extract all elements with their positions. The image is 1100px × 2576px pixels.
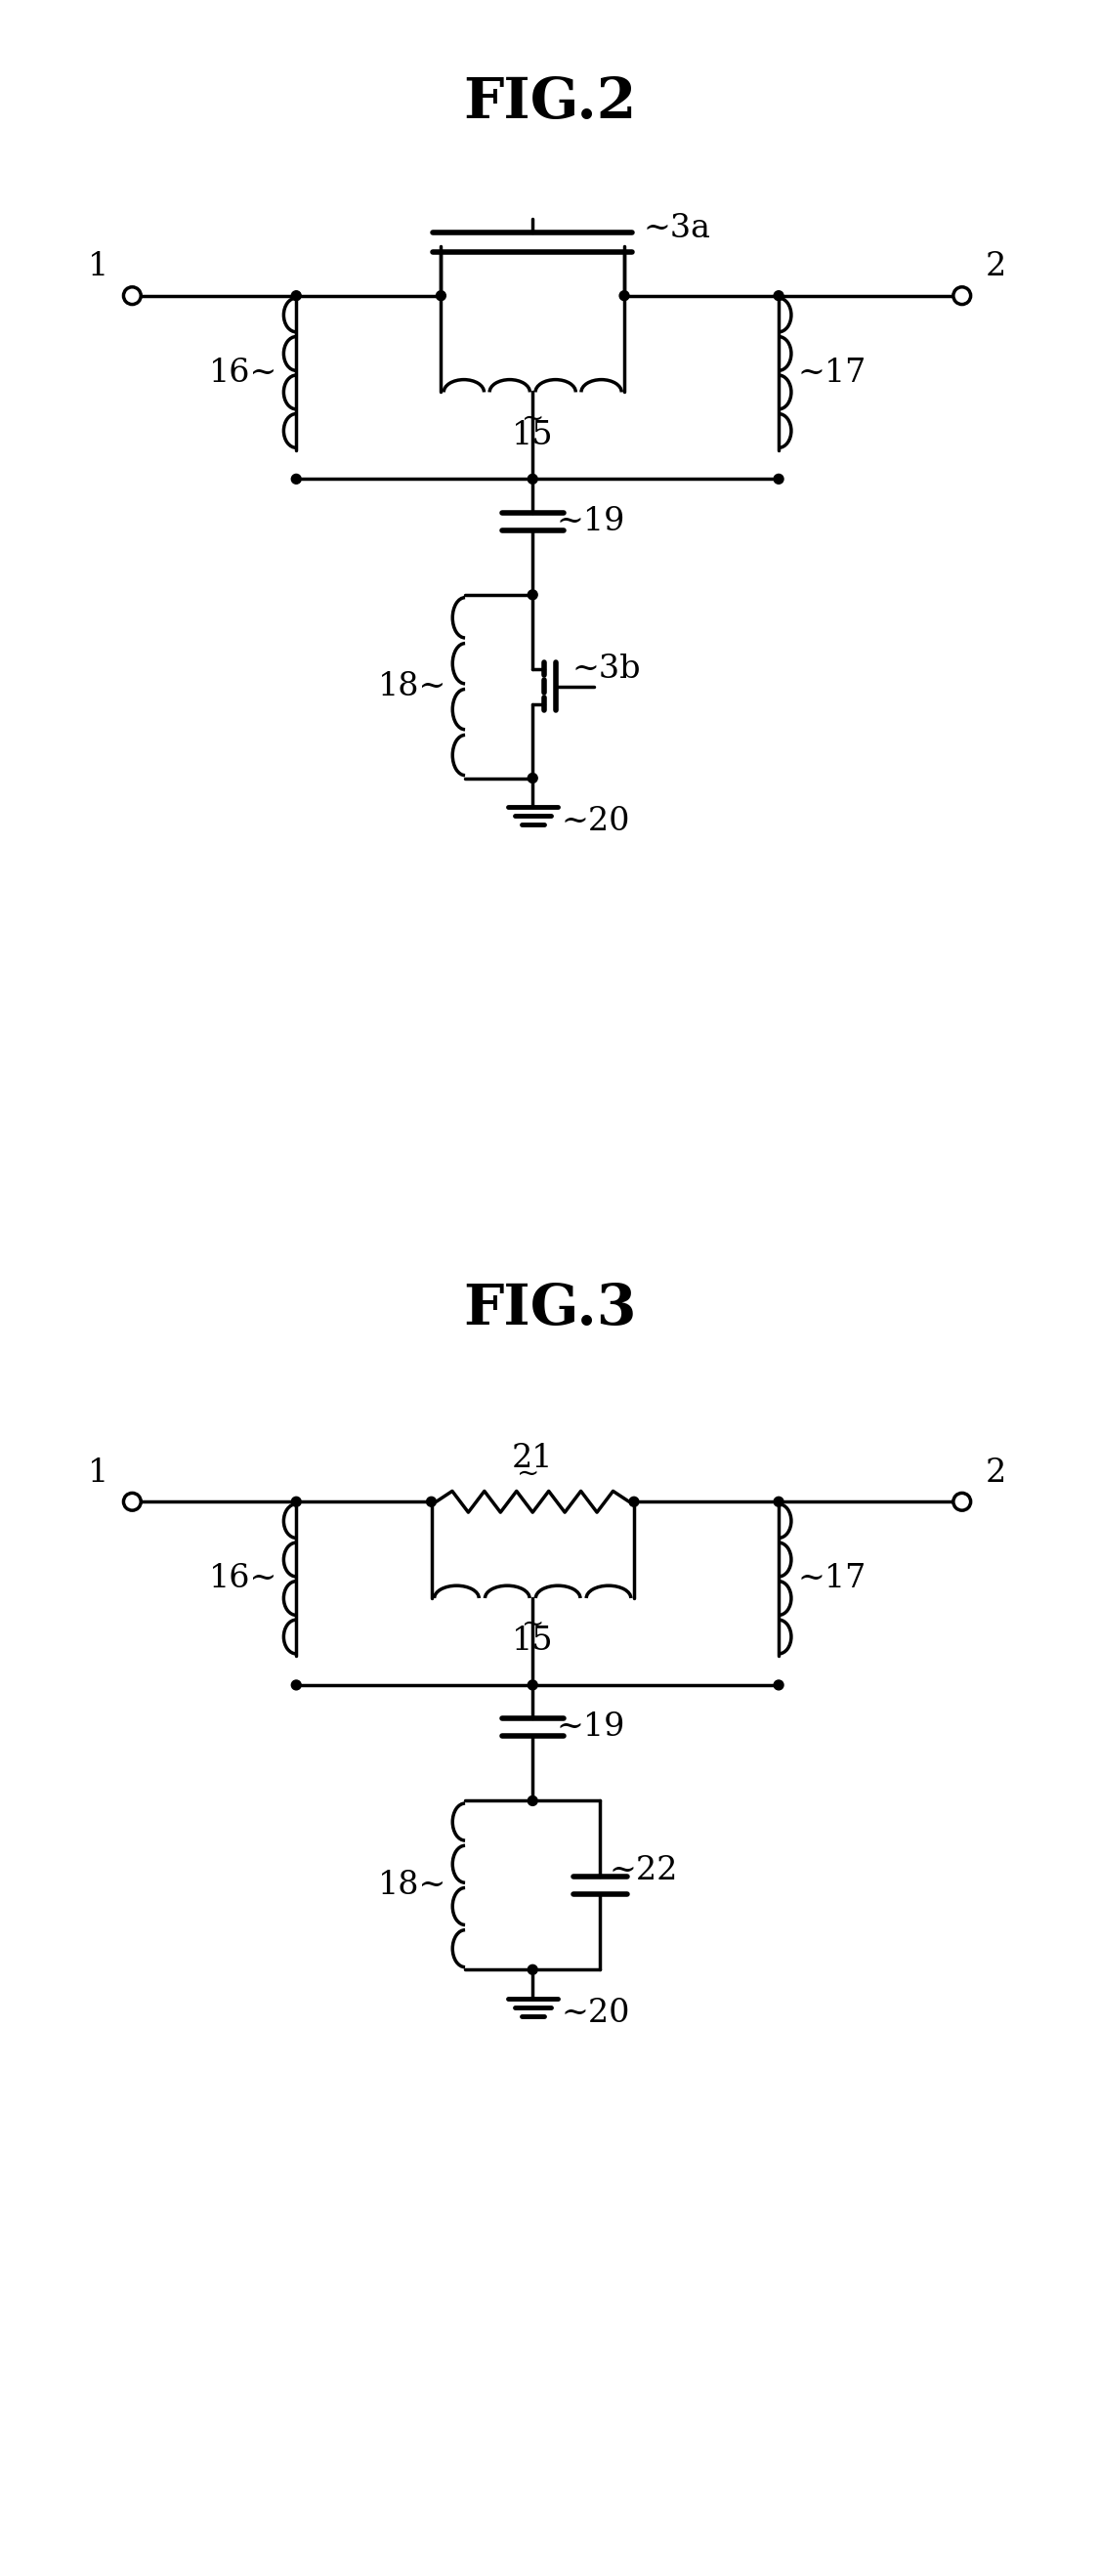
- Text: FIG.2: FIG.2: [463, 75, 637, 129]
- Text: 2: 2: [986, 250, 1007, 283]
- Circle shape: [123, 286, 141, 304]
- Text: ~19: ~19: [557, 1713, 625, 1744]
- Text: 1: 1: [88, 250, 109, 283]
- Circle shape: [436, 291, 446, 301]
- Circle shape: [292, 291, 301, 301]
- Text: 1: 1: [88, 1458, 109, 1489]
- Text: ~: ~: [521, 407, 544, 433]
- Text: 21: 21: [512, 1443, 553, 1473]
- Text: ~3b: ~3b: [572, 654, 640, 685]
- Circle shape: [123, 1494, 141, 1510]
- Text: ~20: ~20: [561, 1996, 630, 2030]
- Text: 16~: 16~: [209, 1564, 277, 1595]
- Text: ~17: ~17: [798, 358, 866, 389]
- Text: 18~: 18~: [377, 1870, 447, 1901]
- Text: 15: 15: [512, 420, 553, 451]
- Circle shape: [528, 1680, 538, 1690]
- Text: 16~: 16~: [209, 358, 277, 389]
- Text: 18~: 18~: [377, 670, 447, 703]
- Circle shape: [619, 291, 629, 301]
- Circle shape: [528, 590, 538, 600]
- Circle shape: [528, 1795, 538, 1806]
- Text: ~20: ~20: [561, 806, 630, 837]
- Circle shape: [954, 286, 970, 304]
- Circle shape: [954, 1494, 970, 1510]
- Circle shape: [629, 1497, 639, 1507]
- Circle shape: [528, 1965, 538, 1973]
- Text: ~: ~: [521, 1613, 544, 1638]
- Circle shape: [528, 773, 538, 783]
- Circle shape: [427, 1497, 436, 1507]
- Circle shape: [773, 1680, 783, 1690]
- Text: ~3a: ~3a: [643, 211, 711, 245]
- Circle shape: [292, 1497, 301, 1507]
- Text: 15: 15: [512, 1625, 553, 1656]
- Text: ~17: ~17: [798, 1564, 866, 1595]
- Text: ~: ~: [516, 1461, 539, 1489]
- Text: FIG.3: FIG.3: [463, 1280, 637, 1337]
- Circle shape: [773, 474, 783, 484]
- Circle shape: [528, 474, 538, 484]
- Text: ~22: ~22: [609, 1855, 678, 1886]
- Text: ~19: ~19: [557, 505, 625, 536]
- Circle shape: [292, 474, 301, 484]
- Circle shape: [773, 1497, 783, 1507]
- Text: 2: 2: [986, 1458, 1007, 1489]
- Circle shape: [773, 291, 783, 301]
- Circle shape: [292, 1680, 301, 1690]
